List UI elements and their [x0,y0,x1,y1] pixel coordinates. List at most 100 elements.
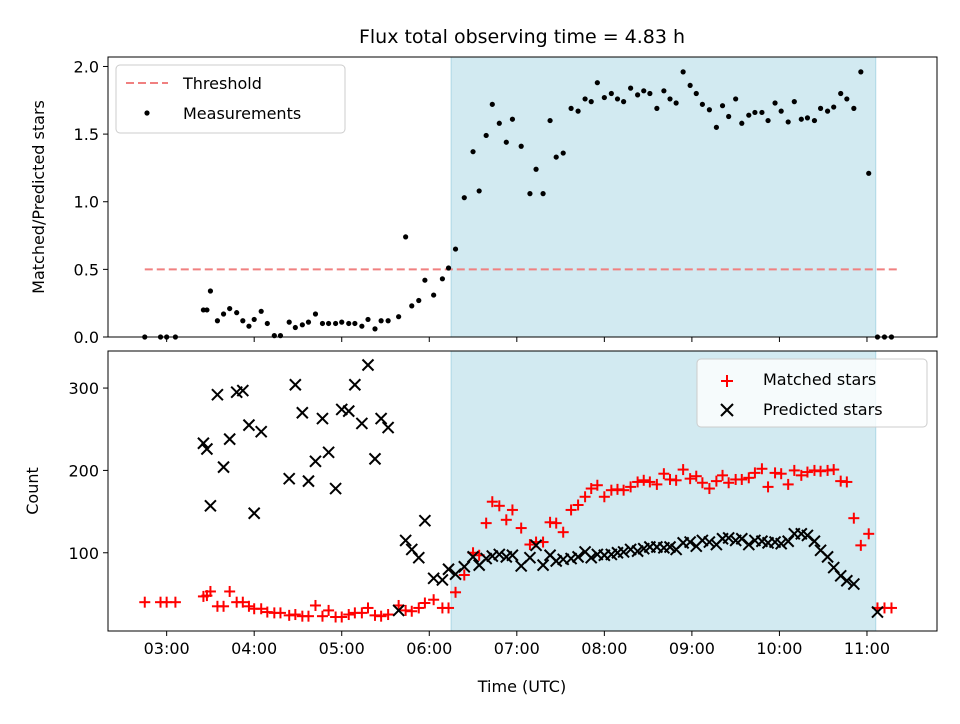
predicted-star-point [412,551,425,564]
measurement-point [699,101,705,107]
matched-star-point [703,483,715,495]
y-tick-label: 0.0 [74,328,99,347]
matched-star-point [274,607,286,619]
measurement-point [452,246,459,252]
measurement-point [614,96,621,102]
measurement-point [319,320,326,327]
bottom-y-axis-label: Count [23,467,42,515]
measurement-point [204,307,210,313]
measurement-point [220,311,227,317]
predicted-star-point [774,537,788,550]
matched-star-point [632,476,644,488]
measurement-point [346,320,352,327]
matched-star-point [480,517,492,529]
predicted-star-point [442,563,455,576]
measurement-point [234,310,240,316]
matched-star-point [443,602,455,614]
matched-star-point [801,466,813,478]
matched-star-point [723,477,735,489]
measurement-point [251,316,257,323]
measurement-point [719,103,726,109]
matched-star-point [717,469,729,481]
measurement-point [403,234,409,240]
measurement-point [286,319,292,325]
measurement-point [240,318,246,324]
matched-star-point [644,476,656,488]
measurement-point [207,288,214,294]
x-tick-label: 07:00 [494,639,540,658]
measurement-point [858,69,864,75]
measurement-point [312,311,319,317]
measurement-point [527,191,533,197]
predicted-star-point [808,535,821,548]
matched-star-point [756,463,768,475]
measurement-point [746,112,752,118]
predicted-star-point [617,545,630,559]
legend-measurements-label: Measurements [183,104,301,123]
predicted-star-point [683,535,697,549]
legend-matched-swatch [721,375,733,387]
matched-star-point [375,610,387,622]
measurement-point [866,170,872,176]
predicted-star-point [254,425,268,438]
measurement-point [489,101,495,107]
measurement-point [635,92,641,98]
matched-star-point [413,602,425,614]
top-legend: Threshold Measurements [115,64,346,134]
matched-star-point [863,528,875,540]
measurement-point [647,90,653,97]
predicted-star-point [368,452,382,466]
measurement-point [422,277,428,283]
predicted-star-point [493,548,506,561]
matched-star-point [500,514,512,526]
matched-star-point [218,600,230,612]
matched-star-point [775,468,787,480]
legend-predicted-swatch [720,403,734,417]
matched-star-point [243,600,255,612]
top-panel: 0.00.51.01.52.0 Matched/Predicted stars … [29,56,938,347]
matched-star-point [139,596,151,608]
measurement-point [641,88,647,94]
y-tick-label: 100 [68,544,99,563]
measurement-point [831,104,837,110]
predicted-star-point [282,472,296,485]
matched-star-point [651,478,663,490]
x-tick-label: 06:00 [406,639,452,658]
matched-star-point [572,499,584,511]
measurement-point [560,150,566,156]
measurement-point [547,117,553,124]
matched-star-point [690,470,702,482]
x-tick-label: 05:00 [319,639,365,658]
matched-star-point [710,475,722,487]
x-tick-label: 03:00 [144,639,190,658]
bottom-panel: 100 200 300 03:00 04:00 05:00 06:00 07:00 08:00… [23,350,938,696]
y-tick-label: 1.5 [74,125,99,144]
predicted-star-point [871,605,884,619]
bottom-legend: Matched stars Predicted stars [696,358,928,428]
predicted-star-point [296,406,309,419]
matched-star-point [302,610,314,622]
measurement-point [339,319,345,325]
legend-measurements-swatch [144,110,150,116]
matched-star-point [169,596,181,608]
top-shaded-region [450,56,877,338]
matched-star-point [736,473,748,485]
measurement-point [445,265,452,271]
matched-star-point [565,504,577,516]
matched-star-point [382,609,394,621]
measurement-point [687,82,693,89]
measurement-point [227,305,233,312]
measurement-point [588,99,594,105]
top-y-axis-label: Matched/Predicted stars [29,100,48,294]
matched-star-point [289,609,301,621]
predicted-star-point [342,404,355,418]
measurement-point [372,326,378,332]
matched-star-point [356,607,368,619]
measurement-point [352,320,358,327]
measurement-point [667,96,673,102]
measurement-point [461,195,467,201]
predicted-star-point [571,550,585,564]
measurement-point [582,96,588,102]
measurement-point [264,320,270,327]
